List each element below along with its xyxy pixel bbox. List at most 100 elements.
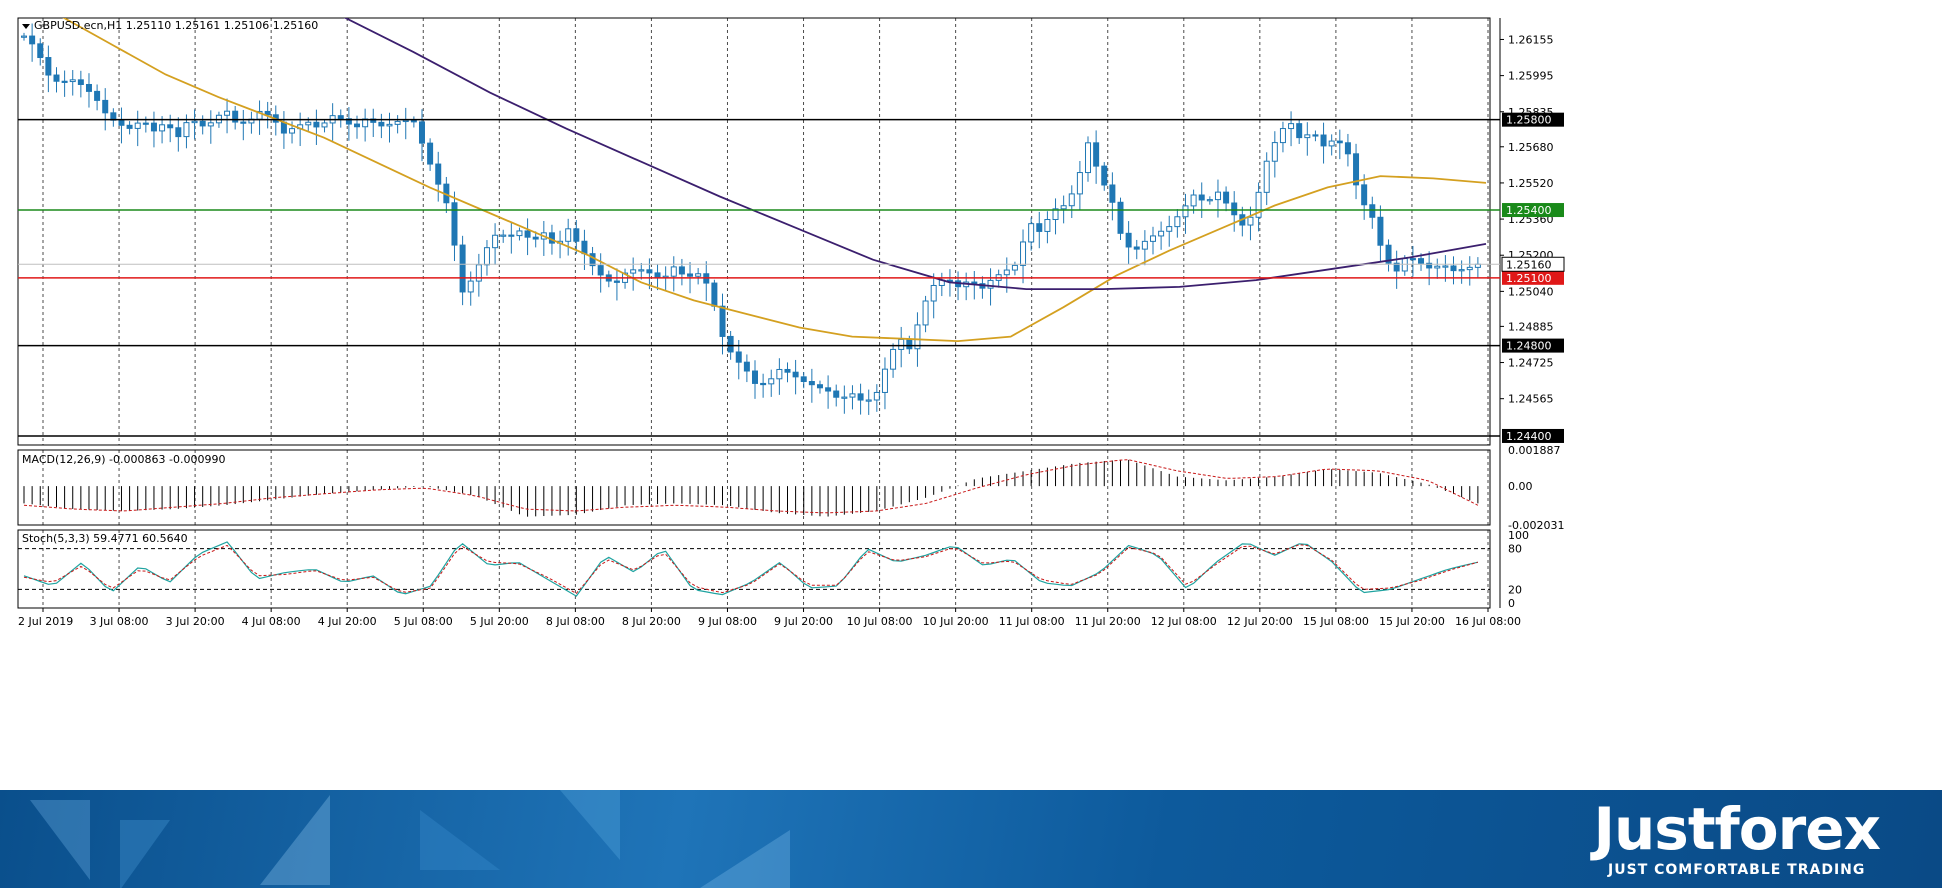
- candle-body: [841, 396, 848, 399]
- candle-body: [1247, 216, 1254, 226]
- ma-slow-line: [343, 18, 1487, 290]
- candle-body: [735, 351, 742, 363]
- candle-body: [459, 244, 466, 293]
- symbol-dropdown-icon: [22, 24, 30, 29]
- y-tick-label: 1.26155: [1508, 33, 1554, 46]
- candle-body: [776, 368, 783, 380]
- y-tick-label: 1.24565: [1508, 393, 1554, 406]
- candle-body: [1320, 134, 1327, 147]
- candle-body: [305, 121, 312, 126]
- candle-body: [159, 124, 166, 132]
- candle-body: [1255, 191, 1262, 218]
- candle-body: [427, 142, 434, 165]
- level-tag-label: 1.25100: [1506, 272, 1552, 285]
- candle-body: [451, 202, 458, 246]
- candle-body: [1231, 202, 1238, 216]
- candle-body: [1044, 219, 1051, 232]
- candle-body: [1353, 153, 1360, 186]
- candle-body: [126, 124, 133, 129]
- stoch-title: Stoch(5,3,3) 59.4771 60.5640: [22, 532, 188, 545]
- level-tag: [1502, 428, 1564, 443]
- brand-name: Justforex: [1593, 795, 1881, 863]
- x-tick-label: 11 Jul 08:00: [999, 615, 1065, 628]
- candle-body: [1060, 205, 1067, 210]
- candle-body: [264, 110, 271, 116]
- candle-body: [53, 74, 60, 82]
- candle-body: [654, 272, 661, 278]
- x-tick-label: 15 Jul 20:00: [1379, 615, 1445, 628]
- level-tag-label: 1.24400: [1506, 430, 1552, 443]
- candle-body: [1401, 258, 1408, 272]
- candle-body: [825, 387, 832, 392]
- stoch-y-tick-label: 20: [1508, 583, 1522, 596]
- candle-body: [435, 163, 442, 185]
- candle-body: [386, 123, 393, 127]
- candle-body: [1369, 204, 1376, 218]
- candle-body: [768, 378, 775, 385]
- candle-body: [207, 122, 214, 127]
- candle-body: [378, 121, 385, 127]
- x-tick-label: 5 Jul 08:00: [394, 615, 453, 628]
- candle-body: [1336, 140, 1343, 144]
- candle-body: [77, 79, 84, 85]
- stoch-y-tick-label: 100: [1508, 529, 1529, 542]
- y-tick-label: 1.25680: [1508, 141, 1554, 154]
- level-tag: [1502, 270, 1564, 285]
- candle-body: [224, 110, 231, 116]
- candle-body: [1426, 262, 1433, 269]
- x-tick-label: 2 Jul 2019: [18, 615, 73, 628]
- candle-body: [573, 228, 580, 242]
- candle-body: [313, 121, 320, 128]
- candle-body: [1036, 223, 1043, 232]
- candle-body: [1109, 184, 1116, 203]
- candle-body: [1450, 265, 1457, 272]
- candle-body: [1279, 128, 1286, 144]
- candle-body: [183, 122, 190, 138]
- macd-y-tick-label: 0.001887: [1508, 444, 1561, 457]
- candle-body: [743, 361, 750, 372]
- candle-body: [402, 119, 409, 123]
- candle-body: [1076, 172, 1083, 195]
- chart-area: 2 Jul 2019 3 Jul 08:00 3 Jul 20:00 4 Jul 08…: [17, 17, 1565, 628]
- candle-body: [898, 338, 905, 350]
- candle-body: [410, 119, 417, 123]
- candle-body: [597, 265, 604, 276]
- candle-body: [719, 305, 726, 337]
- candle-body: [1263, 160, 1270, 193]
- candle-body: [1141, 240, 1148, 250]
- candle-body: [1198, 194, 1205, 201]
- current-price-label: 1.25160: [1506, 258, 1552, 271]
- candle-body: [492, 234, 499, 249]
- level-tag-label: 1.25800: [1506, 114, 1552, 127]
- candle-body: [1304, 134, 1311, 139]
- candle-body: [199, 120, 206, 127]
- candle-body: [727, 335, 734, 353]
- brand-banner: Justforex JUST COMFORTABLE TRADING: [0, 790, 1942, 888]
- candle-body: [475, 264, 482, 282]
- candle-body: [646, 269, 653, 274]
- candle-body: [930, 284, 937, 302]
- candle-body: [418, 121, 425, 144]
- candle-body: [1190, 194, 1197, 207]
- candle-body: [29, 35, 36, 45]
- candle-body: [638, 269, 645, 272]
- candle-body: [1458, 269, 1465, 272]
- x-tick-label: 12 Jul 08:00: [1151, 615, 1217, 628]
- candle-body: [532, 236, 539, 240]
- candle-body: [833, 390, 840, 398]
- y-tick-label: 1.24885: [1508, 320, 1554, 333]
- x-tick-label: 4 Jul 08:00: [242, 615, 301, 628]
- candle-body: [118, 119, 125, 126]
- candle-body: [1101, 165, 1108, 186]
- candle-body: [971, 281, 978, 285]
- candle-body: [687, 273, 694, 277]
- stoch-signal-line: [23, 544, 1479, 595]
- candle-body: [1344, 142, 1351, 155]
- candle-body: [289, 128, 296, 134]
- candle-body: [500, 234, 507, 237]
- level-tag-label: 1.24800: [1506, 340, 1552, 353]
- candle-body: [1361, 184, 1368, 206]
- candle-body: [1434, 265, 1441, 269]
- x-tick-label: 4 Jul 20:00: [318, 615, 377, 628]
- x-tick-label: 3 Jul 08:00: [90, 615, 149, 628]
